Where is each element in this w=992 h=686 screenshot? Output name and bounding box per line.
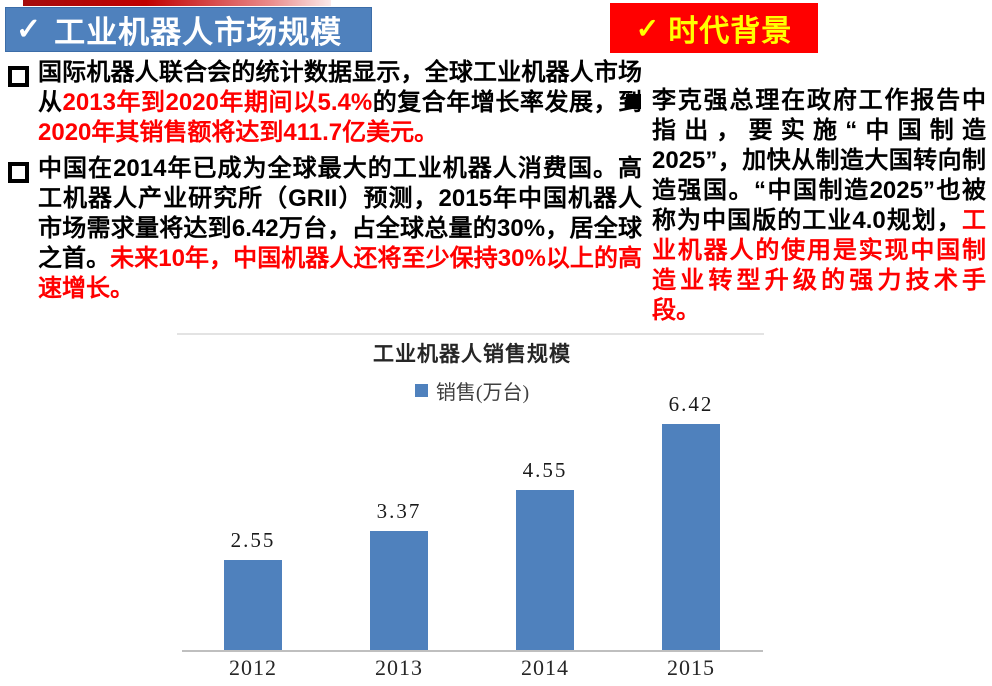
text-segment-red: 2013年到2020年期间以5.4% [62, 89, 373, 116]
right-text-column: 李克强总理在政府工作报告中指出，要实施“中国制造2025”，加快从制造大国转向制… [626, 86, 986, 332]
section-header-era: ✓ 时代背景 [610, 3, 818, 53]
section-header-market-label: 工业机器人市场规模 [54, 15, 343, 50]
text-segment-red: 2020年其销售额将达到411.7亿美元。 [38, 119, 439, 146]
sales-bar-chart: 工业机器人销售规模 销售(万台) 2.55 3.37 4.55 6.42 2012 20… [180, 330, 764, 686]
bar-value-label: 2.55 [230, 528, 276, 552]
bar-value-label: 3.37 [376, 499, 422, 523]
x-tick-label: 2015 [667, 655, 715, 680]
check-icon: ✓ [635, 12, 661, 44]
x-tick-label: 2014 [521, 655, 569, 680]
text-segment-red: 未来10年，中国机器人还将至少保持30%以上的高速增长。 [38, 245, 643, 302]
bullet-text: 李克强总理在政府工作报告中指出，要实施“中国制造2025”，加快从制造大国转向制… [652, 86, 986, 326]
text-segment-black: 的复合年增长率发展，到 [372, 89, 643, 116]
bar-value-label: 6.42 [668, 392, 714, 416]
bullet-item: 中国在2014年已成为全球最大的工业机器人消费国。高工机器人产业研究所（GRII… [8, 154, 642, 304]
legend-label: 销售(万台) [435, 382, 530, 404]
bullet-item: 李克强总理在政府工作报告中指出，要实施“中国制造2025”，加快从制造大国转向制… [626, 86, 986, 326]
section-header-market: ✓ 工业机器人市场规模 [5, 7, 372, 52]
x-axis-ticks: 2012 2013 2014 2015 [180, 655, 764, 685]
bar-2012 [224, 560, 282, 650]
chart-legend: 销售(万台) [180, 376, 764, 405]
bullet-text: 国际机器人联合会的统计数据显示，全球工业机器人市场从2013年到2020年期间以… [38, 58, 642, 148]
text-segment-black: 李克强总理在政府工作报告中指出，要实施“中国制造2025”，加快从制造大国转向制… [652, 87, 986, 234]
chart-top-border [177, 333, 764, 335]
left-text-column: 国际机器人联合会的统计数据显示，全球工业机器人市场从2013年到2020年期间以… [8, 58, 642, 310]
text-segment-red: 工业机器人的使用是实现中国制造业转型升级的强力技术手段。 [652, 207, 986, 324]
x-axis-line [182, 650, 763, 652]
hollow-square-bullet-icon [8, 66, 29, 87]
chart-title: 工业机器人销售规模 [373, 342, 571, 366]
legend-swatch [414, 384, 428, 397]
text-segment-black: 中国在2014年已成为全球最大的工业机器人消费国。高工机器人产业研究所（GRII… [38, 155, 642, 272]
filled-square-bullet-icon [626, 94, 641, 109]
bar-2015 [662, 424, 720, 650]
section-header-era-label: 时代背景 [668, 15, 793, 48]
x-tick-label: 2012 [229, 655, 277, 680]
bar-2013 [370, 531, 428, 650]
plot-area: 2.55 3.37 4.55 6.42 [180, 392, 764, 652]
top-accent-bar [23, 0, 331, 6]
bar-value-label: 4.55 [522, 458, 568, 482]
bullet-text: 中国在2014年已成为全球最大的工业机器人消费国。高工机器人产业研究所（GRII… [38, 154, 642, 304]
bullet-item: 国际机器人联合会的统计数据显示，全球工业机器人市场从2013年到2020年期间以… [8, 58, 642, 148]
bar-2014 [516, 490, 574, 650]
hollow-square-bullet-icon [8, 162, 29, 183]
x-tick-label: 2013 [375, 655, 423, 680]
text-segment-black: 国际机器人联合会的统计数据显示，全球工业机器人市场从 [38, 59, 642, 116]
check-icon: ✓ [16, 13, 43, 46]
